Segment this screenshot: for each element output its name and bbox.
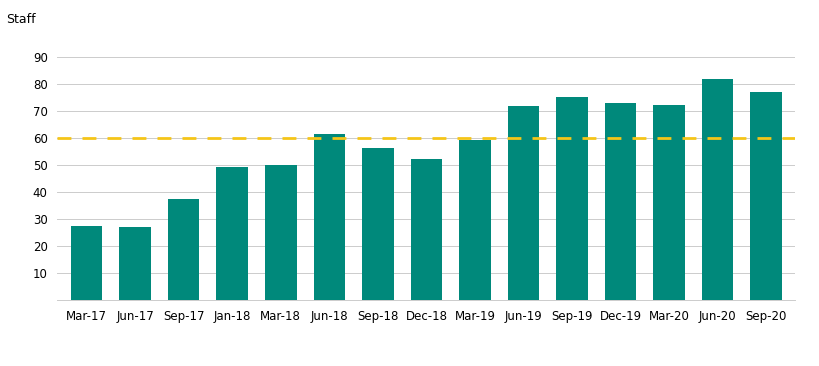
- Bar: [749, 93, 781, 300]
- Bar: [168, 199, 199, 300]
- Bar: [459, 140, 490, 300]
- Bar: [507, 106, 539, 300]
- Bar: [313, 134, 345, 300]
- Bar: [70, 226, 102, 300]
- Bar: [362, 148, 393, 300]
- Bar: [119, 227, 151, 300]
- Bar: [410, 158, 441, 300]
- Bar: [555, 97, 587, 300]
- Bar: [701, 79, 733, 300]
- Bar: [653, 105, 684, 300]
- Bar: [265, 165, 296, 300]
- Bar: [216, 167, 247, 300]
- Bar: [604, 103, 636, 300]
- Text: Staff: Staff: [6, 13, 35, 26]
